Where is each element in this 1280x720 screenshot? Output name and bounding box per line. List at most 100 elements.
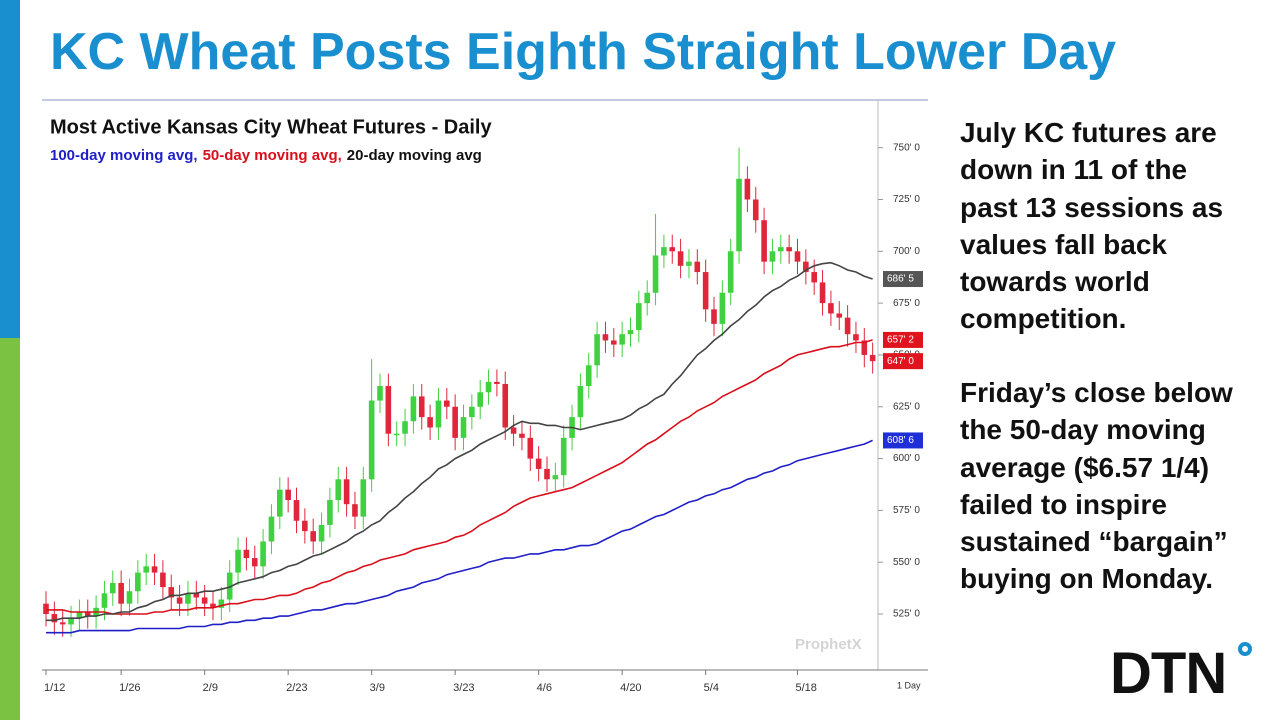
candle-body — [527, 437, 534, 459]
candle-body — [193, 593, 200, 598]
candle-body — [110, 582, 116, 594]
candle-body — [611, 340, 617, 345]
x-tick-label: 5/4 — [704, 682, 719, 694]
interval-label: 1 Day — [897, 680, 921, 690]
x-tick-label: 1/26 — [119, 682, 140, 694]
candle-body — [794, 251, 801, 262]
candle-body — [752, 199, 759, 221]
candle-body — [210, 603, 216, 608]
candle-body — [51, 614, 58, 623]
y-tick-label: 600' 0 — [893, 453, 920, 464]
candle-body — [869, 354, 876, 362]
y-tick-label: 575' 0 — [893, 505, 920, 516]
candle-body — [677, 251, 684, 266]
y-tick-label: 750' 0 — [893, 142, 920, 153]
candle-body — [585, 365, 592, 387]
candle-body — [243, 549, 250, 559]
price-tag-label: 647' 0 — [887, 356, 914, 367]
candle-body — [43, 603, 49, 615]
commentary-line: towards world — [960, 266, 1150, 298]
candle-body — [594, 334, 600, 366]
candle-body — [686, 261, 692, 266]
candle-body — [627, 330, 634, 335]
commentary-line: values fall back — [960, 228, 1168, 260]
candle-body — [853, 334, 859, 341]
commentary: Friday’s close below the 50-day moving ave… — [960, 374, 1233, 598]
candle-body — [151, 566, 158, 573]
commentary-line: down in 11 of the — [960, 154, 1188, 186]
candle-body — [160, 572, 166, 588]
candle-body — [519, 433, 525, 438]
candle-body — [769, 251, 776, 262]
candle-body — [494, 381, 500, 384]
candle-body — [268, 516, 275, 542]
candle-body — [435, 400, 442, 428]
moving-average-line — [46, 339, 873, 615]
chart-title: Most Active Kansas City Wheat Futures - … — [50, 116, 492, 138]
candle-body — [201, 597, 208, 604]
price-tag — [883, 271, 923, 288]
accent-bar — [0, 0, 20, 338]
candle-body — [736, 178, 742, 252]
candle-body — [68, 618, 74, 625]
candle-body — [168, 587, 175, 598]
candle-body — [727, 251, 734, 293]
candle-body — [410, 396, 417, 422]
candle-body — [393, 433, 400, 436]
candle-body — [644, 292, 650, 304]
accent-bar — [0, 338, 20, 720]
candle-body — [636, 303, 642, 331]
moving-average-line — [46, 261, 873, 622]
candle-body — [385, 386, 392, 434]
y-tick-label: 675' 0 — [893, 298, 920, 309]
candle-body — [101, 593, 108, 608]
candle-body — [235, 549, 241, 573]
legend: 100-day moving avg, 50-day moving avg, 20-… — [50, 147, 482, 164]
slide-title: KC Wheat Posts Eighth Straight Lower Day — [50, 23, 1117, 81]
price-tag-label: 686' 5 — [887, 274, 914, 285]
commentary-line: past 13 sessions as — [960, 191, 1224, 223]
y-tick-label: 525' 0 — [893, 609, 920, 620]
commentary-line: the 50-day moving — [960, 414, 1206, 446]
candle-body — [59, 622, 66, 625]
candle-body — [293, 500, 300, 521]
candle-body — [343, 479, 350, 505]
candle-body — [444, 400, 450, 407]
candle-body — [761, 220, 767, 262]
candle-body — [277, 489, 283, 517]
candle-body — [602, 334, 609, 341]
moving-average-line — [46, 439, 873, 634]
watermark: ProphetX — [795, 636, 862, 653]
candle-body — [118, 582, 124, 604]
candle-body — [126, 591, 133, 604]
candle-body — [844, 317, 851, 335]
candle-body — [176, 597, 183, 604]
logo-dot — [1238, 642, 1252, 656]
candle-body — [619, 334, 625, 345]
commentary-line: July KC futures are — [960, 117, 1217, 148]
candle-body — [510, 427, 517, 434]
candle-body — [711, 309, 717, 324]
x-tick-label: 1/12 — [44, 682, 65, 694]
candle-body — [251, 558, 258, 567]
candle-body — [477, 392, 483, 407]
candle-body — [577, 386, 584, 418]
candle-body — [719, 292, 726, 324]
candle-body — [318, 524, 325, 542]
candle-body — [427, 417, 433, 428]
x-tick-label: 4/6 — [537, 682, 552, 694]
commentary: July KC futures are down in 11 of the past… — [960, 114, 1223, 338]
candle-body — [226, 572, 233, 600]
commentary-line: failed to inspire — [960, 488, 1167, 520]
candle-body — [786, 247, 792, 252]
candle-body — [377, 386, 383, 401]
candle-body — [694, 261, 701, 273]
candle-body — [76, 611, 83, 619]
candle-body — [669, 247, 676, 252]
candle-body — [744, 178, 751, 200]
candle-body — [285, 489, 291, 501]
candle-body — [652, 255, 659, 293]
candle-body — [418, 396, 425, 418]
candle-body — [803, 261, 809, 273]
